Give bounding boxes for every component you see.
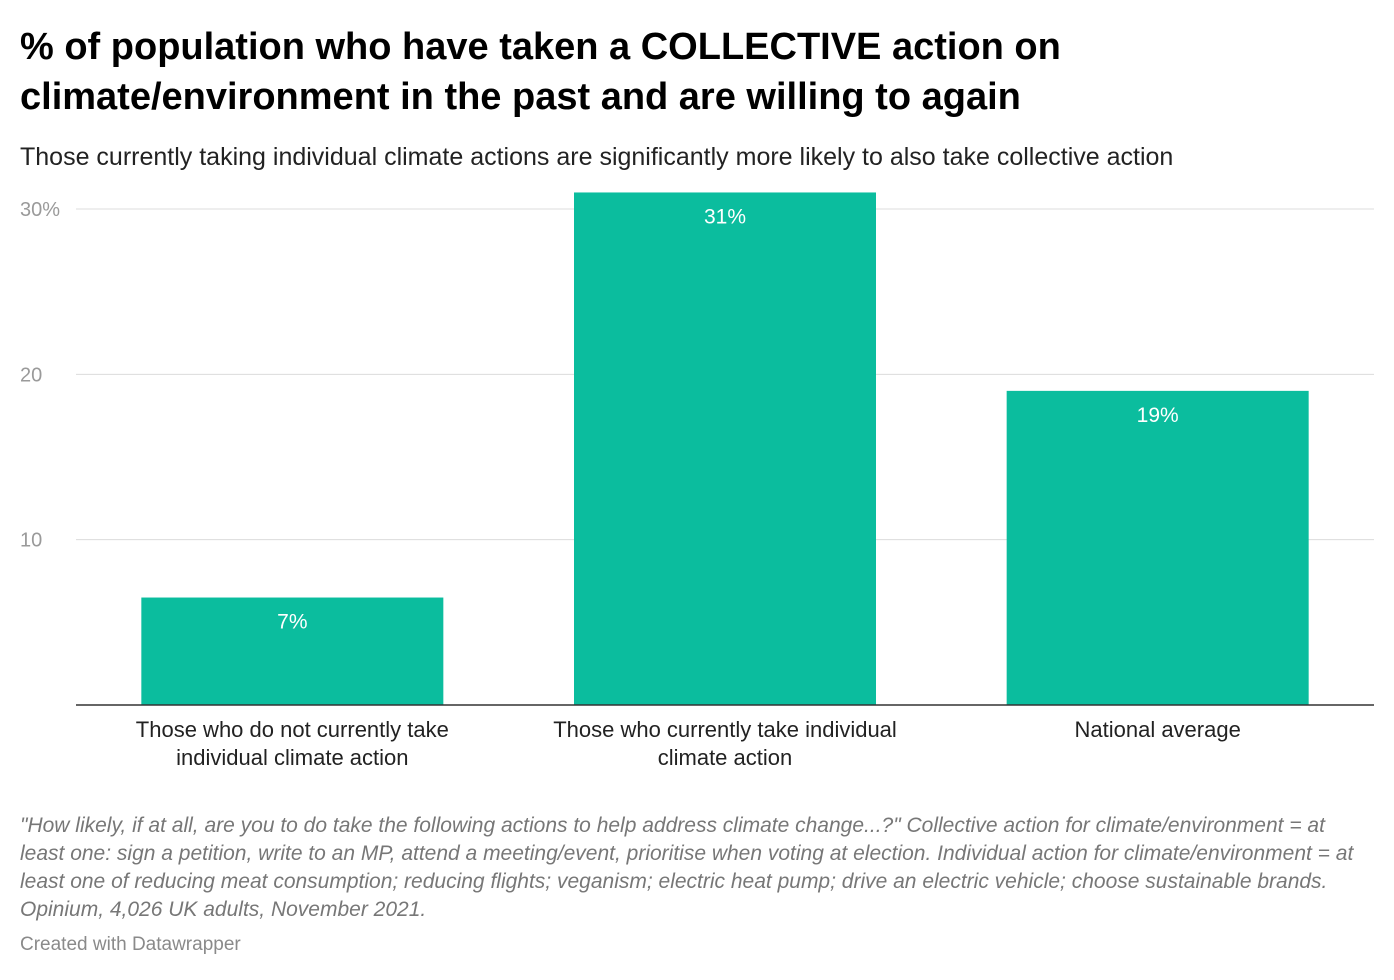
bar [1006, 390, 1309, 705]
y-tick-label: 10 [20, 530, 42, 552]
chart-title: % of population who have taken a COLLECT… [20, 26, 1061, 118]
chart-notes: "How likely, if at all, are you to do ta… [20, 814, 1354, 921]
bar-value-label: 31% [704, 205, 746, 228]
bar-value-label: 19% [1137, 404, 1179, 427]
x-category-label: Those who do not currently take individu… [135, 717, 449, 770]
y-tick-label: 30% [20, 199, 60, 221]
y-tick-label: 20 [20, 364, 42, 386]
x-category-label: Those who currently take individual clim… [553, 717, 897, 770]
bar-value-label: 7% [277, 611, 307, 634]
x-category-label: National average [1074, 717, 1241, 742]
bar [574, 192, 876, 705]
bar [141, 597, 444, 705]
credit-link[interactable]: Created with Datawrapper [20, 934, 241, 955]
bars: 7% 31% 19% [141, 192, 1309, 705]
chart-subtitle: Those currently taking individual climat… [20, 143, 1174, 171]
